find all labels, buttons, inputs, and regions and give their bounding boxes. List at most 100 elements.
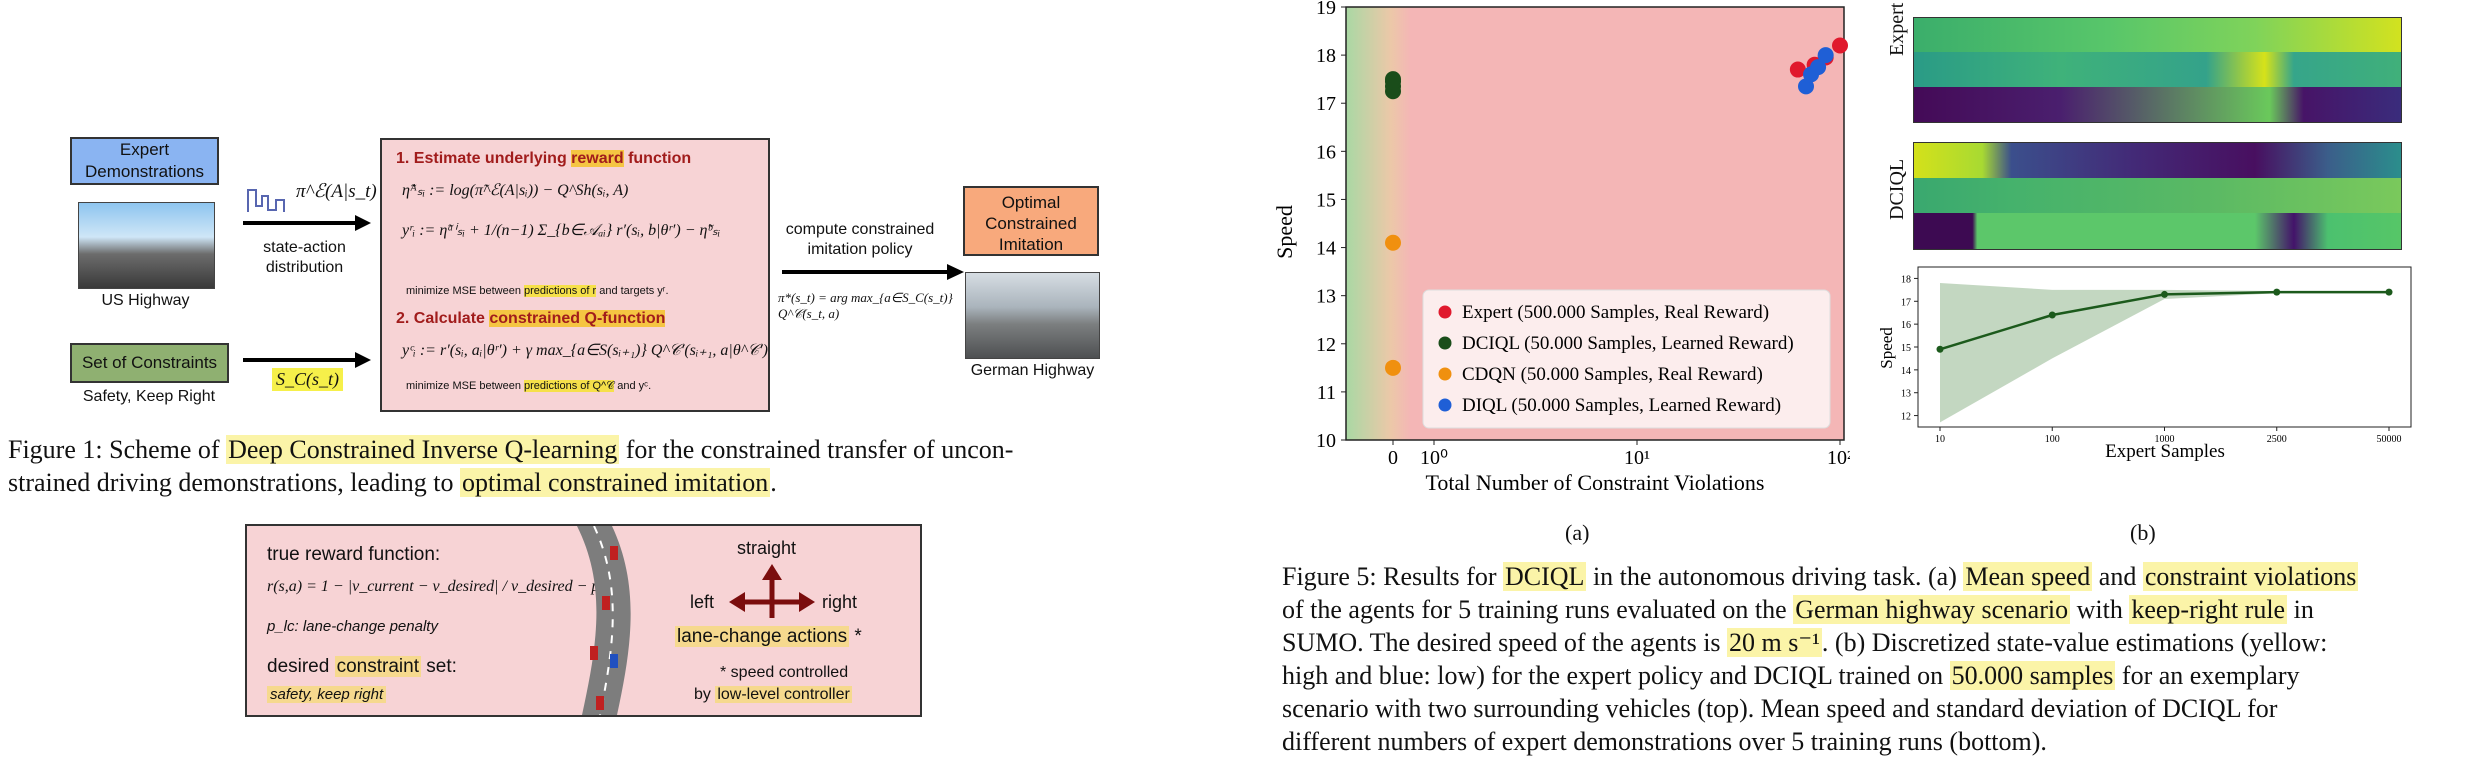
constraints-title: Set of Constraints [81,353,218,372]
expert-demonstrations-box: Expert Demonstrations [70,137,219,185]
optimal-imitation-box: Optimal Constrained Imitation [963,186,1099,256]
lane-change-actions: lane-change actions * [675,626,862,647]
straight-label: straight [737,538,797,558]
dciql-lane-1 [1914,143,2401,178]
dciql-heatmap [1913,142,2402,250]
equation-2: yʳᵢ := η̃ᵃⁱₛᵢ + 1/(n−1) Σ_{b∈𝒜ₐᵢ} r′(sᵢ,… [402,222,721,239]
legend-marker [1438,305,1452,319]
mean-point [2048,311,2056,319]
legend-label: DIQL (50.000 Samples, Learned Reward) [1462,395,1781,416]
speed-note-1: * speed controlled [720,664,849,681]
y-tick-label: 14 [1316,238,1336,260]
expert-heatmap-label: Expert [1886,2,1908,56]
legend [1422,289,1831,429]
compute-policy-label: compute constrained imitation policy [785,221,935,258]
legend-marker [1438,398,1452,412]
true-reward-title: true reward function: [267,544,441,565]
legend-label: Expert (500.000 Samples, Real Reward) [1462,302,1769,323]
y-tick-label: 17 [1901,297,1911,308]
x-tick-label: 10⁰ [1420,447,1448,469]
x-axis-label-b: Expert Samples [2105,441,2225,462]
constraints-subtitle: Safety, Keep Right [82,388,216,405]
left-label: left [690,592,715,612]
y-tick-label: 15 [1316,189,1336,211]
dciql-lane-2 [1914,177,2401,213]
equation-3: yᶜᵢ := r′(sᵢ, aᵢ|θʳ′) + γ max_{a∈S(sᵢ₊₁)… [402,342,768,359]
x-tick-label: 1000 [2155,434,2175,445]
mse-note-2: minimize MSE between predictions of Q^𝒞 … [406,380,652,392]
expert-lane-3 [1914,86,2401,122]
mean-point [2161,290,2168,298]
expert-heatmap [1913,17,2402,123]
y-tick-label: 14 [1901,366,1911,377]
mean-point [1936,345,1944,353]
legend-label: DCIQL (50.000 Samples, Learned Reward) [1462,333,1794,354]
policy-equation: π*(s_t) = arg max_{a∈S_C(s_t)} Q^𝒞(s_t, … [778,290,953,321]
step2-heading: 2. Calculate constrained Q-function [396,310,666,327]
direction-arrows-icon [729,564,815,618]
distribution-icon [247,189,285,212]
right-label: right [822,592,858,612]
lane-change-penalty: p_lc: lane-change penalty [267,618,438,635]
arrow-to-estimate [243,215,371,231]
equation-1: η̃ᴬₛᵢ := log(π̃^ℰ(A|sᵢ)) − Q^Sh(sᵢ, A) [402,182,629,199]
y-tick-label: 13 [1316,286,1336,308]
dciql-heatmap-label: DCIQL [1886,158,1908,220]
y-tick-label: 19 [1316,0,1336,19]
reward-box: true reward function: r(s,a) = 1 − |v_cu… [245,524,922,717]
x-tick-label: 10² [1827,447,1850,469]
speed-vs-violations-chart: 10 11 12 13 14 15 16 17 18 19 0 10⁰ 10¹ 10² Speed To… [1272,0,1850,495]
y-axis-label-b: Speed [1880,327,1896,369]
dciql-lane-3 [1914,212,2401,249]
legend-label: CDQN (50.000 Samples, Real Reward) [1462,364,1763,385]
dciql-steps-box: 1. Estimate underlying reward function η… [380,138,770,412]
highway-illustration [577,526,631,715]
expert-lane-1 [1914,18,2401,53]
data-point [1385,234,1401,251]
panel-a-label: (a) [1565,520,1590,545]
x-tick-label: 50000 [2377,434,2402,445]
y-tick-label: 13 [1901,389,1911,400]
safety-keep-right: safety, keep right [267,686,387,703]
x-tick-label: 10 [1935,434,1945,445]
speed-note-2: by low-level controller [694,686,852,703]
sc-expression: S_C(s_t) [272,368,343,391]
y-tick-label: 12 [1316,334,1336,356]
arrow-constraints [243,352,371,368]
german-highway-image [965,272,1100,359]
data-point [1385,359,1401,376]
desired-constraint-label: desired constraint set: [267,656,457,677]
data-point [1832,37,1848,54]
data-point [1385,71,1401,88]
mean-point [2273,288,2281,296]
arrow-to-optimal [782,264,964,280]
us-highway-image [78,202,215,289]
y-tick-label: 10 [1316,430,1336,452]
mse-note-1: minimize MSE between predictions of r an… [406,285,669,297]
figure-5-caption: Figure 5: Results for DCIQL in the auton… [1282,562,2359,756]
legend-marker [1438,367,1452,381]
expert-demonstrations-label: Expert Demonstrations [84,140,205,181]
x-tick-label: 2500 [2267,434,2287,445]
policy-expression: π^ℰ(A|s_t) [296,181,377,202]
y-tick-label: 18 [1316,45,1336,67]
y-tick-label: 17 [1316,93,1336,115]
figure-1-caption: Figure 1: Scheme of Deep Constrained Inv… [8,435,1014,497]
data-point [1817,47,1834,64]
german-highway-label: German Highway [970,362,1095,379]
us-highway-label: US Highway [101,292,190,309]
legend-marker [1438,336,1452,350]
data-point [1797,78,1814,95]
optimal-imitation-label: Optimal Constrained Imitation [985,193,1077,254]
x-axis-label: Total Number of Constraint Violations [1426,470,1765,495]
y-axis-label: Speed [1272,205,1297,259]
expert-lane-2 [1914,52,2401,87]
mean-point [2385,288,2393,296]
x-tick-label: 0 [1388,447,1398,469]
constraints-box: Set of Constraints [70,343,229,383]
x-tick-label: 100 [2045,434,2060,445]
data-point [1810,59,1827,76]
panel-b-label: (b) [2130,520,2156,545]
state-action-label: state-action distribution [263,239,346,276]
